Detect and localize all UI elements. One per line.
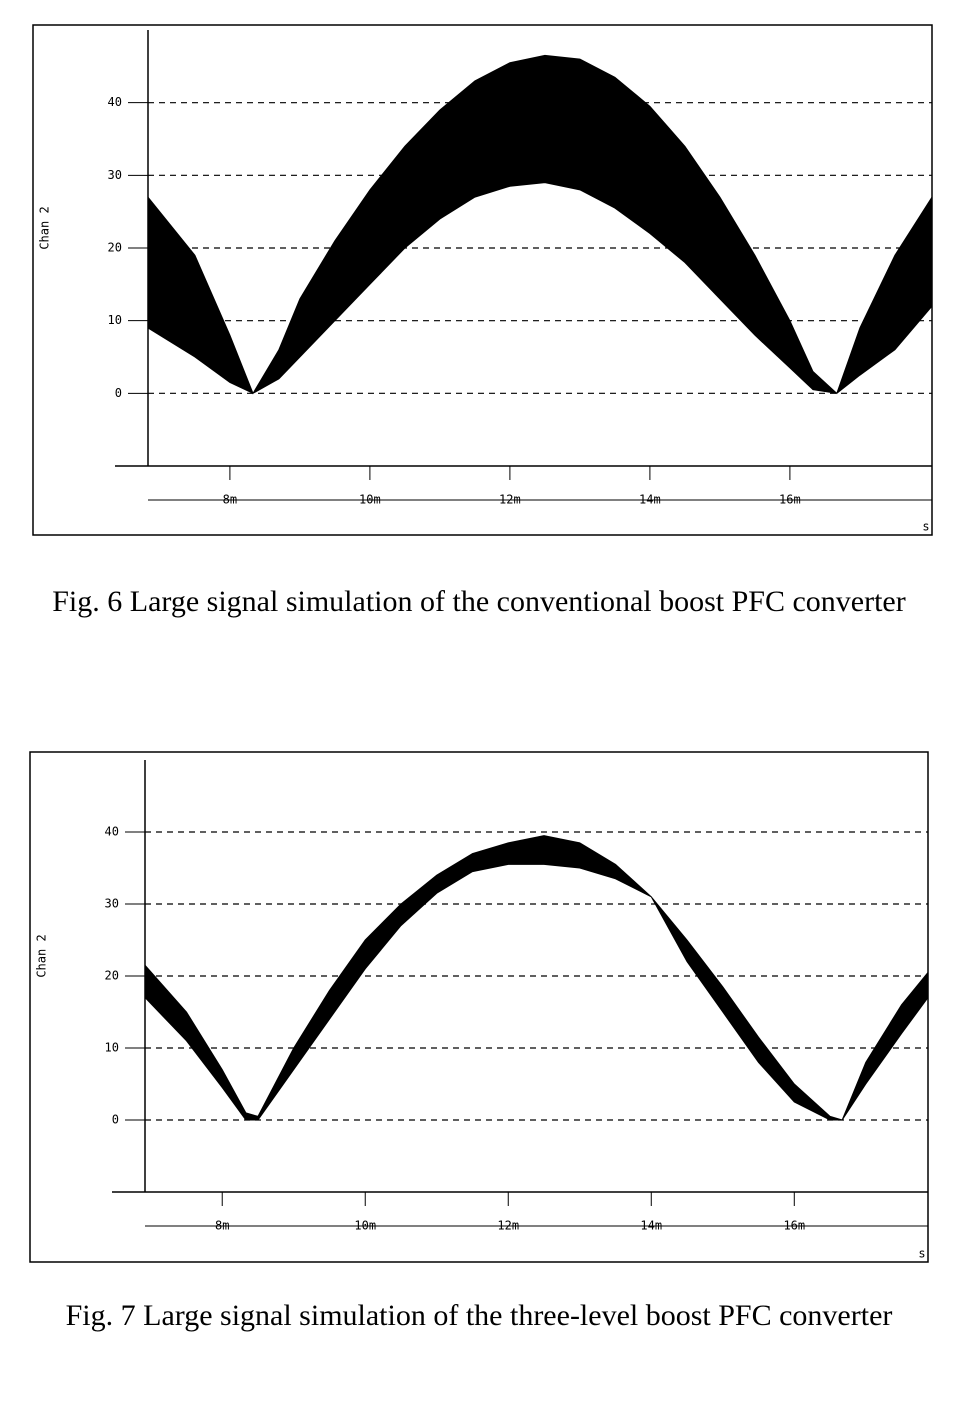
x-tick-label: 8m (223, 493, 237, 507)
y-axis-label: Chan 2 (35, 934, 49, 977)
signal-band (144, 835, 929, 1121)
x-tick-label: 12m (497, 1219, 519, 1233)
y-tick-label: 0 (115, 386, 122, 400)
x-tick-label: 10m (354, 1219, 376, 1233)
y-tick-label: 40 (108, 95, 122, 109)
figure-caption: Fig. 6 Large signal simulation of the co… (52, 585, 906, 618)
x-unit-label: s (922, 520, 929, 534)
figure-caption: Fig. 7 Large signal simulation of the th… (65, 1299, 893, 1332)
y-axis-label: Chan 2 (38, 206, 52, 249)
y-tick-label: 20 (108, 241, 122, 255)
x-unit-label: s (918, 1247, 925, 1261)
x-tick-label: 10m (359, 493, 381, 507)
y-tick-label: 40 (105, 825, 119, 839)
y-tick-label: 20 (105, 969, 119, 983)
x-tick-label: 14m (640, 1219, 662, 1233)
y-tick-label: 30 (108, 168, 122, 182)
y-tick-label: 30 (105, 897, 119, 911)
x-tick-label: 16m (779, 493, 801, 507)
signal-band (147, 54, 933, 395)
chart-frame (29, 751, 929, 1263)
x-tick-label: 8m (215, 1219, 229, 1233)
x-tick-label: 16m (783, 1219, 805, 1233)
x-tick-label: 12m (499, 493, 521, 507)
x-tick-label: 14m (639, 493, 661, 507)
y-tick-label: 10 (108, 313, 122, 327)
y-tick-label: 0 (112, 1113, 119, 1127)
y-tick-label: 10 (105, 1041, 119, 1055)
